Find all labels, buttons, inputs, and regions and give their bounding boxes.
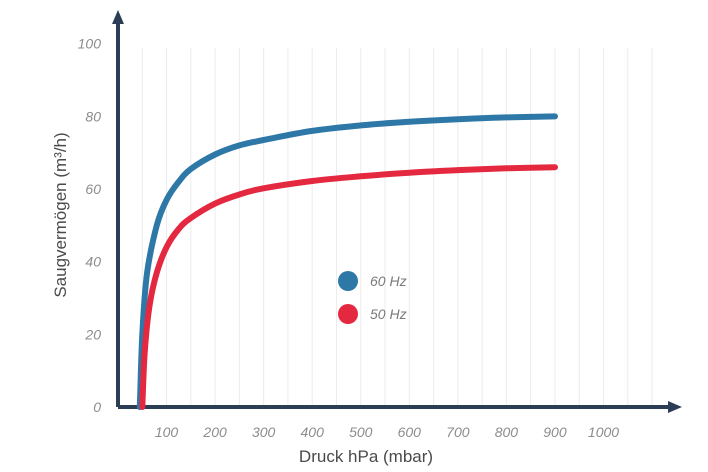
x-tick-label: 500 (349, 424, 373, 440)
grid (141, 48, 653, 405)
x-axis-arrow (668, 401, 682, 413)
legend: 60 Hz 50 Hz (338, 271, 407, 324)
x-tick-label: 900 (543, 424, 567, 440)
x-tick-label: 700 (446, 424, 470, 440)
y-tick-label: 80 (85, 108, 101, 124)
x-tick-label: 200 (202, 424, 227, 440)
y-axis-arrow (112, 10, 124, 24)
series-line-60-hz (136, 113, 558, 410)
legend-swatch-50-hz (338, 304, 358, 324)
y-tick-labels: 0 20 40 60 80 100 (78, 36, 102, 415)
y-tick-label: 100 (78, 36, 102, 52)
x-tick-label: 300 (252, 424, 276, 440)
series (136, 113, 558, 410)
y-tick-label: 0 (93, 399, 101, 415)
x-tick-label: 100 (155, 424, 179, 440)
x-tick-labels: 100 200 300 400 500 600 700 800 900 1000 (155, 424, 619, 440)
axes (112, 10, 682, 413)
y-tick-label: 60 (85, 181, 101, 197)
series-line-50-hz (139, 164, 558, 410)
y-axis-title: Saugvermögen (m³/h) (51, 132, 70, 297)
legend-swatch-60-hz (338, 271, 358, 291)
legend-label-50-hz: 50 Hz (370, 306, 407, 322)
y-tick-label: 20 (84, 326, 101, 342)
x-tick-label: 600 (398, 424, 422, 440)
legend-label-60-hz: 60 Hz (370, 273, 407, 289)
x-axis-title: Druck hPa (mbar) (299, 447, 433, 466)
y-tick-label: 40 (85, 254, 101, 270)
x-tick-label: 800 (495, 424, 519, 440)
x-tick-label: 400 (301, 424, 325, 440)
x-tick-label: 1000 (588, 424, 619, 440)
